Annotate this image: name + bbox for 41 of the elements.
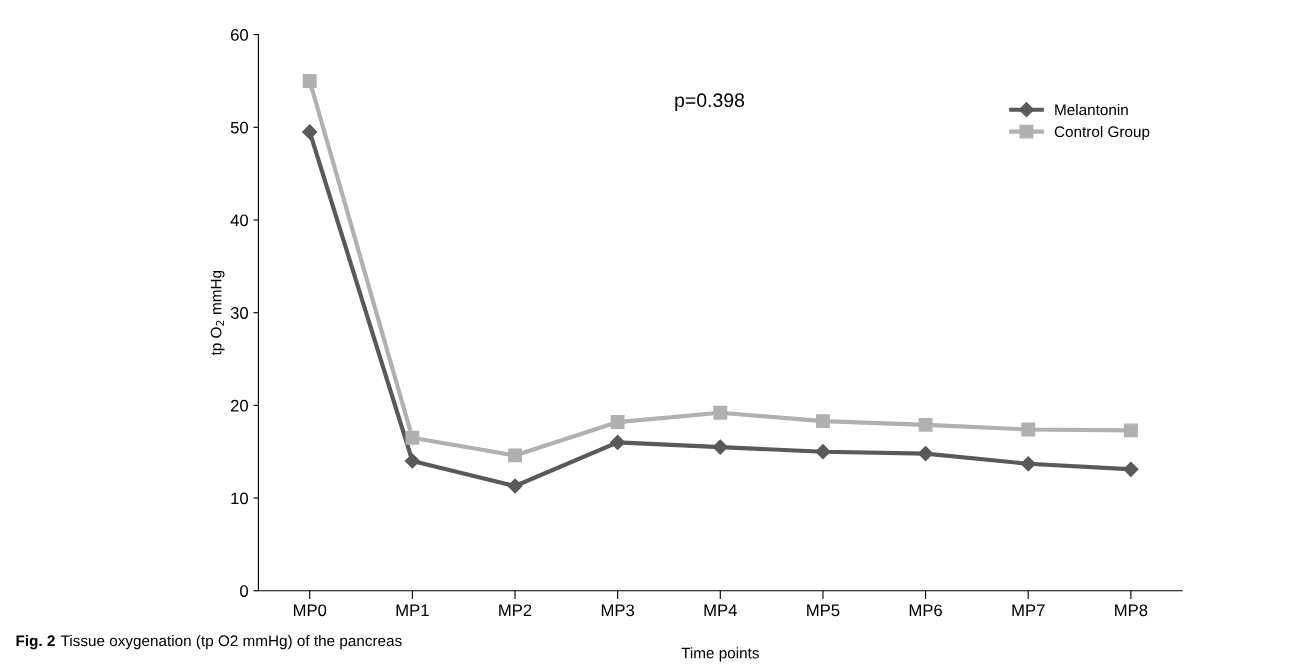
point [302, 74, 317, 88]
point [918, 417, 933, 432]
x-tick-label: MP7 [1012, 604, 1045, 617]
y-tick-label: 10 [231, 492, 249, 505]
caption: Fig. 2 [16, 634, 55, 650]
x-tick-label: MP3 [601, 604, 635, 617]
point [1123, 423, 1138, 438]
y-tick-label: 0 [240, 585, 249, 597]
point [1123, 461, 1139, 477]
x-tick-label: MP4 [704, 604, 737, 617]
y-tick-label: 50 [230, 121, 249, 134]
x-tick-label: MP6 [909, 604, 942, 617]
x-tick-label: MP0 [293, 604, 327, 617]
x-tick-label: MP5 [807, 604, 840, 617]
legend-label: Melantonin [1055, 103, 1128, 116]
point [1020, 456, 1036, 472]
legend-label: Control Group [1054, 125, 1150, 141]
x-tick-label: MP1 [396, 604, 429, 617]
y-tick-label: 40 [230, 214, 249, 227]
x-tick-label: MP8 [1115, 604, 1148, 617]
point [405, 430, 420, 445]
point [1021, 422, 1036, 437]
point [610, 415, 625, 430]
y-tick-label: 60 [230, 29, 249, 41]
point [712, 439, 728, 455]
point [302, 124, 318, 140]
x-axis-title: Time points [681, 647, 759, 662]
x-tick-label: MP2 [499, 604, 532, 617]
y-tick-label: 20 [230, 399, 249, 412]
annotation: p=0.398 [675, 93, 745, 111]
point [815, 444, 831, 460]
y-axis-title: tp O$_{2}$ mmHg [210, 270, 225, 356]
point [508, 448, 522, 463]
point [610, 434, 626, 451]
point [815, 414, 830, 429]
point [713, 405, 728, 420]
text: Tissue oxygenation (tp O2 mmHg) of the pancreas [60, 634, 402, 650]
point [404, 453, 420, 469]
point [918, 445, 934, 462]
point [507, 478, 523, 494]
y-tick-label: 30 [230, 307, 249, 319]
